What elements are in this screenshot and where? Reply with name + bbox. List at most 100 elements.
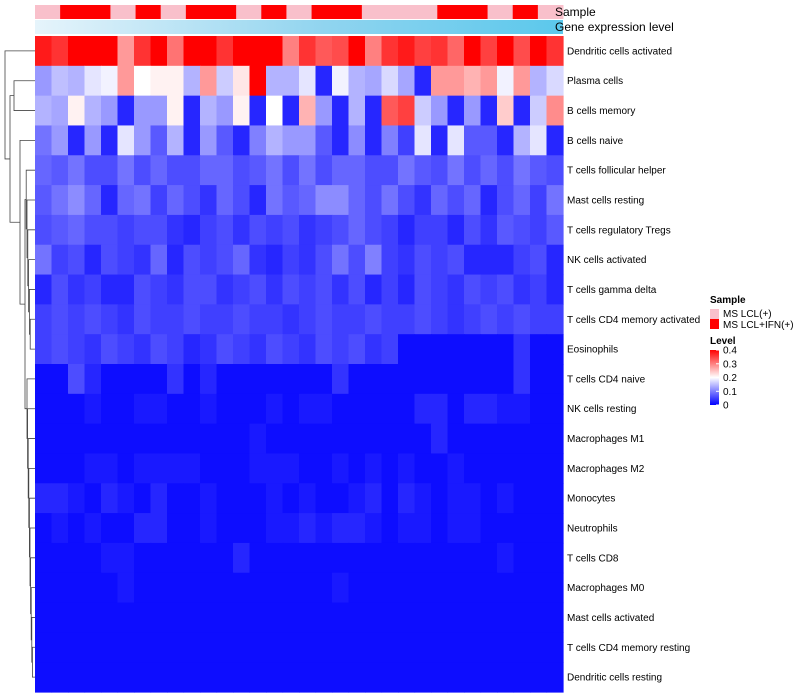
heatmap-cell — [431, 304, 449, 335]
heatmap-cell — [282, 304, 300, 335]
heatmap-cell — [497, 334, 515, 365]
heatmap-cell — [233, 393, 251, 425]
heatmap-cell — [447, 513, 465, 544]
heatmap-cell — [480, 155, 498, 186]
heatmap-cell — [117, 304, 135, 335]
row-label: T cells CD4 memory resting — [567, 643, 690, 654]
heatmap-cell — [150, 662, 168, 693]
heatmap-cell — [167, 95, 185, 127]
heatmap-cell — [117, 185, 135, 216]
heatmap-cell — [398, 125, 416, 156]
heatmap-cell — [183, 125, 201, 156]
heatmap-cell — [497, 423, 515, 455]
sample-annotation-cell — [236, 5, 262, 19]
heatmap-cell — [249, 453, 267, 484]
heatmap-cell — [233, 155, 251, 186]
heatmap-cell — [117, 214, 135, 246]
heatmap-cell — [84, 185, 102, 216]
heatmap-cell — [381, 483, 399, 514]
heatmap-cell — [134, 65, 152, 97]
heatmap-cell — [51, 423, 69, 455]
heatmap-cell — [266, 185, 284, 216]
legend-label-ms-lcl: MS LCL(+) — [723, 309, 772, 320]
heatmap-cell — [117, 423, 135, 455]
heatmap-cell — [414, 662, 432, 693]
heatmap-cell — [282, 125, 300, 156]
heatmap-cell — [134, 155, 152, 186]
heatmap-cell — [332, 542, 350, 574]
row-label: Plasma cells — [567, 76, 623, 87]
heatmap-cell — [480, 542, 498, 574]
heatmap-cell — [117, 244, 135, 276]
heatmap-cell — [167, 334, 185, 365]
heatmap-cell — [233, 453, 251, 484]
heatmap-cell — [513, 602, 531, 633]
heatmap-cell — [249, 334, 267, 365]
heatmap-cell — [447, 364, 465, 395]
heatmap-cell — [414, 65, 432, 97]
dendrogram-branch — [4, 50, 35, 160]
heatmap-cell — [68, 334, 86, 365]
heatmap-cell — [282, 95, 300, 127]
heatmap-cell — [134, 185, 152, 216]
heatmap-cell — [134, 36, 152, 67]
heatmap-cell — [365, 304, 383, 335]
heatmap-cell — [299, 513, 317, 544]
heatmap-cell — [101, 125, 119, 156]
heatmap-cell — [348, 542, 366, 574]
heatmap-cell — [216, 662, 234, 693]
heatmap-cell — [51, 662, 69, 693]
heatmap-cell — [117, 36, 135, 67]
heatmap-cell — [365, 95, 383, 127]
heatmap-cell — [101, 423, 119, 455]
heatmap-cell — [414, 513, 432, 544]
heatmap-cell — [35, 393, 53, 425]
heatmap-cell — [249, 423, 267, 455]
row-dendrogram — [4, 50, 35, 678]
sample-annotation-cell — [35, 5, 61, 19]
heatmap-cell — [134, 364, 152, 395]
legend-level-tick-label: 0.2 — [723, 373, 737, 384]
heatmap-cell — [530, 423, 548, 455]
dendrogram-branch — [29, 318, 35, 350]
heatmap-cell — [348, 155, 366, 186]
heatmap-cell — [513, 95, 531, 127]
heatmap-cell — [51, 542, 69, 574]
heatmap-cell — [315, 662, 333, 693]
dendrogram-branch — [25, 169, 35, 230]
heatmap-cell — [35, 304, 53, 335]
heatmap-cell — [513, 334, 531, 365]
heatmap-cell — [51, 304, 69, 335]
heatmap-cell — [332, 36, 350, 67]
heatmap-cell — [35, 423, 53, 455]
heatmap-cell — [315, 632, 333, 663]
heatmap-cell — [398, 453, 416, 484]
heatmap-cell — [497, 125, 515, 156]
heatmap-cell — [68, 632, 86, 663]
heatmap-cell — [299, 155, 317, 186]
heatmap-cell — [233, 125, 251, 156]
heatmap-cell — [398, 662, 416, 693]
heatmap-cell — [134, 334, 152, 365]
heatmap-cell — [447, 304, 465, 335]
legend-level-colorbar — [710, 350, 719, 405]
heatmap-cell — [167, 274, 185, 305]
heatmap-cell — [447, 125, 465, 156]
heatmap-cell — [117, 155, 135, 186]
heatmap-cell — [480, 125, 498, 156]
heatmap-cell — [332, 65, 350, 97]
heatmap-cell — [51, 155, 69, 186]
heatmap-cell — [117, 483, 135, 514]
heatmap-cell — [447, 572, 465, 604]
heatmap-cell — [513, 423, 531, 455]
heatmap-cell — [299, 36, 317, 67]
heatmap-cell — [447, 95, 465, 127]
heatmap-cell — [282, 483, 300, 514]
heatmap-cell — [183, 244, 201, 276]
heatmap-cell — [530, 274, 548, 305]
heatmap-cell — [398, 244, 416, 276]
heatmap-cell — [348, 304, 366, 335]
heatmap-cell — [398, 393, 416, 425]
heatmap-cell — [414, 334, 432, 365]
